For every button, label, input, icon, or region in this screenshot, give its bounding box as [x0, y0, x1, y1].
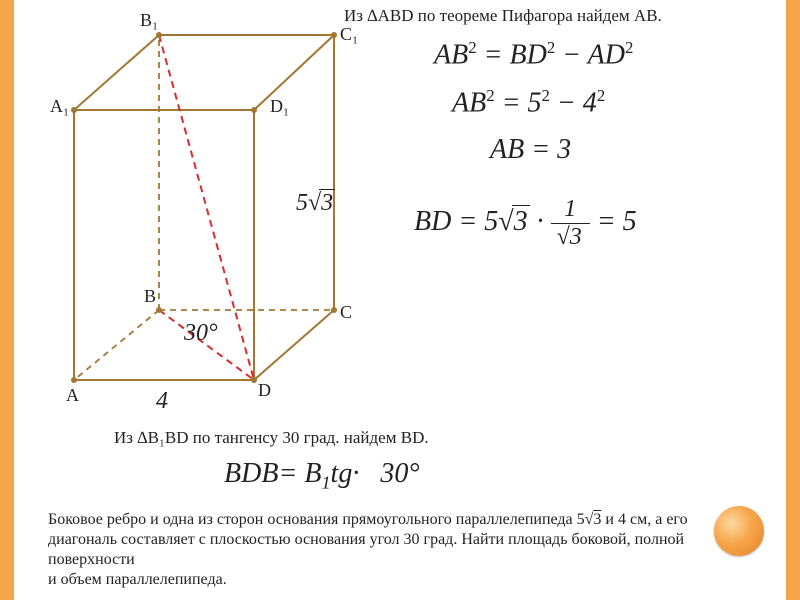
label-B: B: [144, 286, 156, 307]
label-C1: C₁: [340, 24, 358, 45]
angle-label: 30°: [184, 320, 218, 347]
mid-note: Из ∆B₁BD по тангенсу 30 град. найдем BD.: [114, 428, 429, 448]
tan-equation: BDB= B1tg· 30°: [224, 458, 420, 494]
label-B1: B₁: [140, 10, 158, 31]
slide-body: A B C D A₁ B₁ C₁ D₁ 30° 4 5√3 Из ∆ABD по…: [14, 0, 786, 600]
accent-circle: [714, 506, 764, 556]
bottom-edge-label: 4: [156, 388, 168, 415]
label-A: A: [66, 385, 79, 406]
diagram-svg: [44, 10, 364, 440]
label-C: C: [340, 302, 352, 323]
label-D1: D₁: [270, 96, 289, 117]
right-border: [786, 0, 800, 600]
label-A1: A₁: [50, 96, 69, 117]
eq4: BD = 5√3 · 1 √3 = 5: [414, 196, 637, 251]
problem-text: Боковое ребро и одна из сторон основания…: [48, 510, 726, 590]
parallelepiped-diagram: A B C D A₁ B₁ C₁ D₁ 30° 4 5√3: [44, 10, 364, 440]
label-D: D: [258, 380, 271, 401]
eq3-text: AB = 3: [490, 134, 571, 165]
edge-5root3: 5√3: [296, 190, 335, 217]
angle-label-text: 30°: [184, 320, 218, 346]
eq3: AB = 3: [490, 134, 571, 166]
eq1: AB2 = BD2 − AD2: [434, 38, 633, 71]
left-border: [0, 0, 14, 600]
top-note: Из ∆ABD по теореме Пифагора найдем AB.: [344, 6, 662, 26]
eq2: AB2 = 52 − 42: [452, 86, 605, 119]
